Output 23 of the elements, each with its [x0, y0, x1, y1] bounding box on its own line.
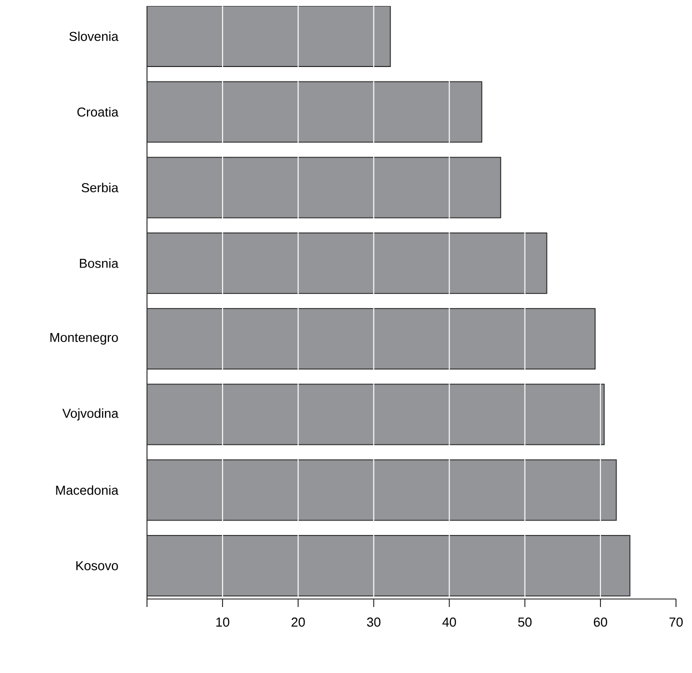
- y-tick-label: Vojvodina: [62, 408, 118, 420]
- y-tick-label: Croatia: [77, 107, 118, 117]
- y-tick-label: Serbia: [82, 182, 118, 192]
- x-tick-label: 30: [367, 618, 380, 627]
- bar: [147, 459, 617, 521]
- bar: [147, 535, 630, 596]
- bar: [147, 232, 548, 294]
- x-tick-label: 60: [594, 618, 608, 627]
- bar: [147, 81, 482, 143]
- y-tick-label: Montenegro: [50, 333, 118, 345]
- x-tick-label: 50: [518, 618, 532, 627]
- y-tick-label: Kosovo: [76, 561, 118, 570]
- x-tick-label: 70: [669, 618, 683, 627]
- bar: [147, 384, 605, 446]
- y-tick-label: Macedonia: [56, 485, 118, 495]
- bar: [147, 308, 596, 370]
- x-tick-label: 10: [216, 618, 230, 627]
- y-tick-label: Bosnia: [80, 258, 118, 268]
- bar: [147, 6, 391, 67]
- bar: [147, 156, 502, 218]
- x-tick-label: 20: [292, 618, 305, 627]
- y-tick-label: Slovenia: [69, 31, 118, 42]
- x-tick-label: 40: [442, 618, 456, 627]
